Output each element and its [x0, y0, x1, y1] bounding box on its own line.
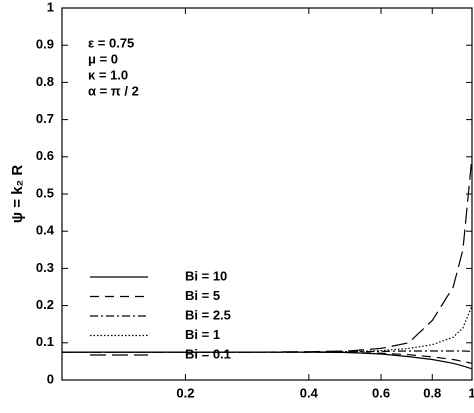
legend-label: Bi = 5	[185, 288, 220, 303]
data-line	[62, 305, 473, 353]
y-tick-label: 0.1	[36, 334, 54, 349]
annotation: μ = 0	[88, 51, 118, 66]
y-tick-label: 1	[47, 0, 54, 14]
data-line	[62, 351, 473, 364]
annotation: α = π / 2	[88, 83, 139, 98]
annotation: κ = 1.0	[88, 67, 128, 82]
y-tick-label: 0.7	[36, 111, 54, 126]
x-tick-label: 1	[468, 385, 474, 400]
y-axis-label: ψ = k₂ R	[9, 165, 26, 224]
plot-frame	[61, 7, 473, 381]
legend-label: Bi = 2.5	[185, 307, 231, 322]
legend-label: Bi = 10	[185, 268, 227, 283]
y-tick-label: 0.5	[36, 185, 54, 200]
data-line	[62, 156, 473, 353]
legend-label: Bi = 1	[185, 327, 220, 342]
y-tick-label: 0	[47, 371, 54, 386]
y-tick-label: 0.8	[36, 74, 54, 89]
x-tick-label: 0.6	[372, 385, 390, 400]
y-tick-label: 0.9	[36, 37, 54, 52]
x-tick-label: 0.8	[423, 385, 441, 400]
annotation: ε = 0.75	[88, 35, 134, 50]
x-tick-label: 0.2	[176, 385, 194, 400]
y-tick-label: 0.6	[36, 148, 54, 163]
y-tick-label: 0.3	[36, 260, 54, 275]
y-tick-label: 0.4	[36, 223, 55, 238]
y-tick-label: 0.2	[36, 297, 54, 312]
legend-label: Bi = 0.1	[185, 346, 231, 361]
x-tick-label: 0.4	[300, 385, 319, 400]
